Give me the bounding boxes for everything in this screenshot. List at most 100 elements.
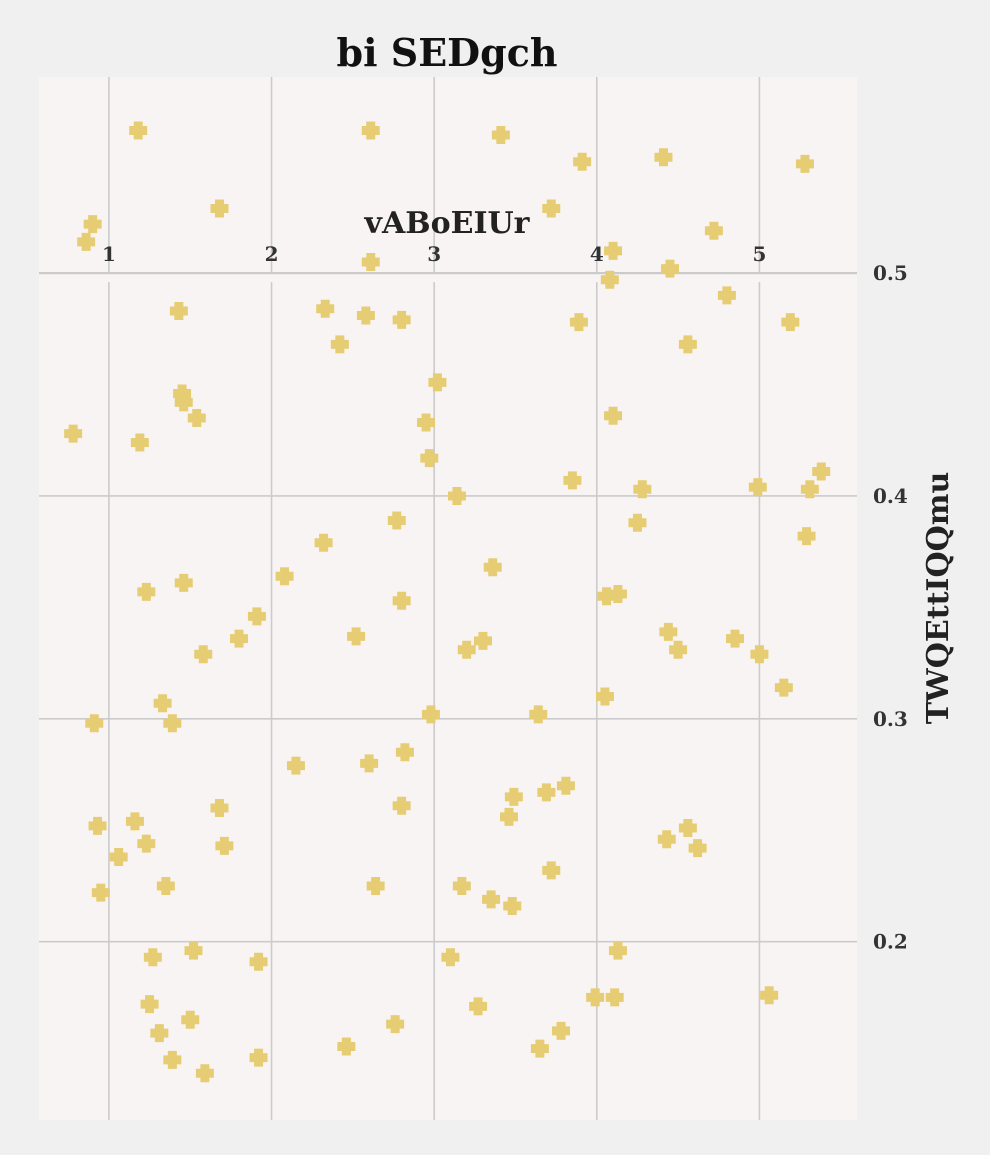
scatter-point [595,687,614,706]
scatter-point [275,567,294,586]
y-tick-labels: 0.2 0.3 0.4 0.5 [873,261,908,954]
scatter-point [85,714,104,733]
scatter-point [64,424,83,443]
scatter-point [91,883,110,902]
scatter-point [483,558,502,577]
scatter-point [194,645,213,664]
scatter-point [361,121,380,140]
x-tick-label: 1 [102,242,116,266]
scatter-point [586,988,605,1007]
scatter-point [678,819,697,838]
scatter-point [153,694,172,713]
scatter-point [366,876,385,895]
scatter-point [469,997,488,1016]
scatter-point [395,743,414,762]
scatter-point [726,629,745,648]
scatter-point [286,756,305,775]
scatter-point [137,834,156,853]
x-axis-band [39,274,857,283]
scatter-point [247,607,266,626]
scatter-point [361,252,380,271]
scatter-point [812,462,831,481]
chart-title: bi SEDgch [337,30,558,75]
scatter-point [542,861,561,880]
x-tick-labels: 1 2 3 4 5 [102,242,766,266]
scatter-point [678,335,697,354]
scatter-point [360,754,379,773]
x-tick-label: 4 [590,242,604,266]
scatter-point [452,876,471,895]
scatter-point [392,796,411,815]
scatter-point [181,1010,200,1029]
scatter-point [659,622,678,641]
scatter-point [781,313,800,332]
scatter-point [537,783,556,802]
scatter-point [392,310,411,329]
scatter-point [230,629,249,648]
scatter-point [608,585,627,604]
scatter-point [660,259,679,278]
scatter-point [542,199,561,218]
data-points [64,121,831,1083]
scatter-point [215,836,234,855]
scatter-point [657,830,676,849]
scatter-point [210,199,229,218]
scatter-point [130,433,149,452]
y-axis-label: TWQEttIQQmu [921,472,956,725]
scatter-point [654,148,673,167]
scatter-point [163,1050,182,1069]
scatter-point [249,1048,268,1067]
scatter-point [184,941,203,960]
scatter-point [797,527,816,546]
scatter-point [750,645,769,664]
scatter-point [140,995,159,1014]
scatter-point [447,486,466,505]
scatter-point [125,812,144,831]
scatter-point [314,533,333,552]
scatter-point [503,897,522,916]
scatter-point [669,640,688,659]
scatter-point [337,1037,356,1056]
scatter-point [530,1039,549,1058]
scatter-point [88,816,107,835]
scatter-point [174,573,193,592]
scatter-point [482,890,501,909]
y-tick-label: 0.5 [873,261,908,285]
scatter-point [760,986,779,1005]
scatter-point [552,1021,571,1040]
scatter-point [573,152,592,171]
scatter-point [428,373,447,392]
scatter-point [109,848,128,867]
x-tick-label: 3 [427,242,441,266]
scatter-point [604,406,623,425]
scatter-point [316,299,335,318]
scatter-point [569,313,588,332]
scatter-point [330,335,349,354]
plot-area [39,77,857,1120]
scatter-point [633,480,652,499]
scatter-point [143,948,162,967]
scatter-point [563,471,582,490]
scatter-point [249,952,268,971]
scatter-point [704,221,723,240]
scatter-point [347,627,366,646]
scatter-point [800,480,819,499]
scatter-point [387,511,406,530]
y-tick-label: 0.4 [873,484,908,508]
scatter-point [417,413,436,432]
scatter-point [210,798,229,817]
scatter-point [605,988,624,1007]
scatter-point [169,302,188,321]
scatter-point [504,787,523,806]
scatter-point [556,776,575,795]
scatter-point [156,876,175,895]
scatter-point [195,1064,214,1083]
scatter-point [628,513,647,532]
scatter-point [529,705,548,724]
scatter-point [441,948,460,967]
scatter-point [137,582,156,601]
scatter-point [420,449,439,468]
scatter-point [150,1024,169,1043]
scatter-point [795,154,814,173]
scatter-point [491,125,510,144]
